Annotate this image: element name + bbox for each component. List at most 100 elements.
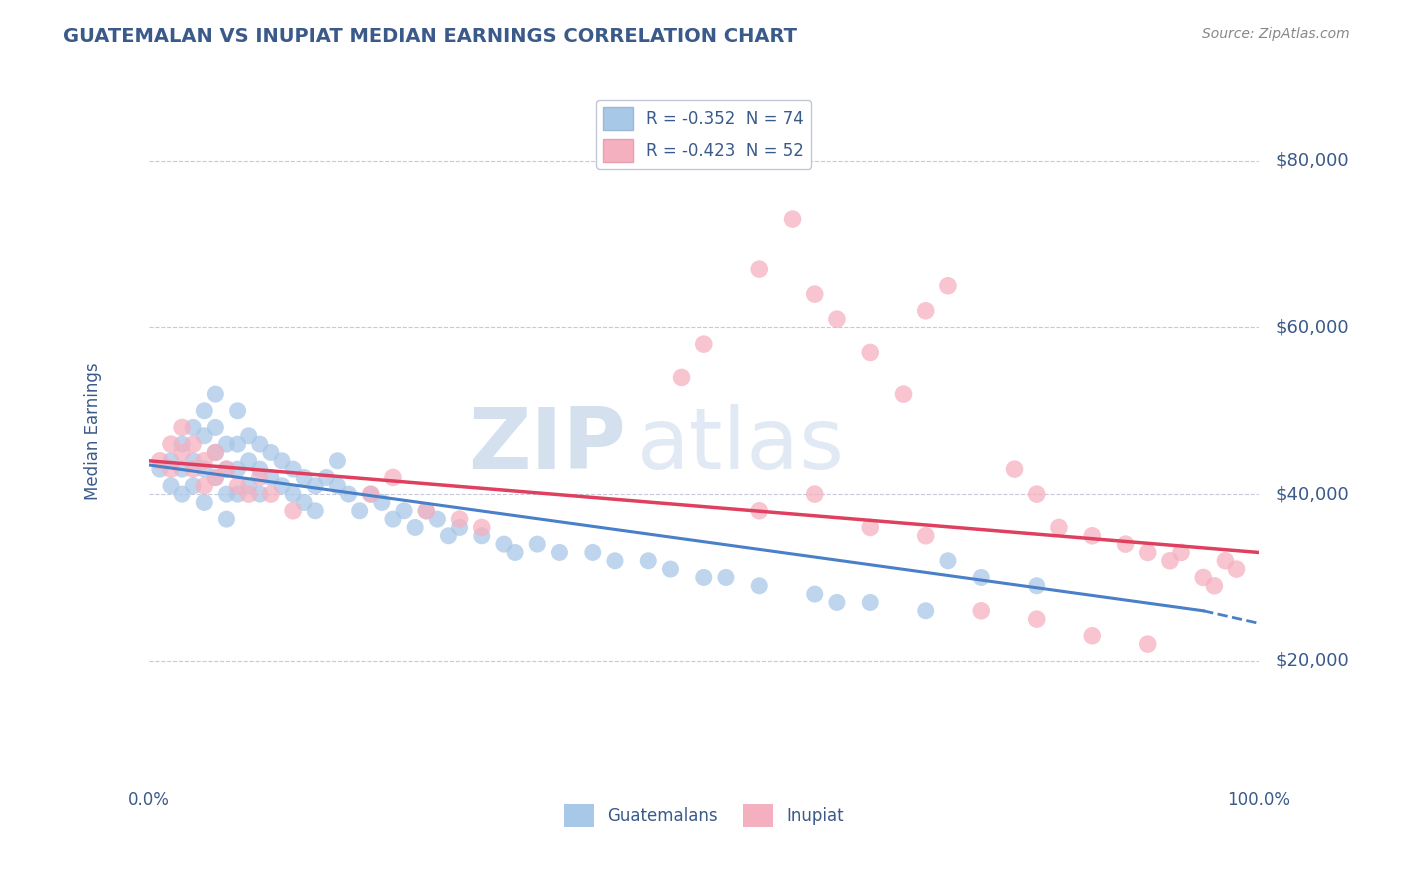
Point <box>659 562 682 576</box>
Point <box>281 487 304 501</box>
Text: $20,000: $20,000 <box>1275 652 1350 670</box>
Text: ZIP: ZIP <box>468 404 626 487</box>
Point <box>970 570 993 584</box>
Text: $40,000: $40,000 <box>1275 485 1350 503</box>
Point <box>748 579 770 593</box>
Point <box>160 437 183 451</box>
Point <box>204 445 226 459</box>
Point <box>893 387 915 401</box>
Point <box>172 420 194 434</box>
Point <box>193 454 215 468</box>
Point <box>582 545 605 559</box>
Point <box>181 437 204 451</box>
Point <box>215 462 238 476</box>
Point <box>238 487 260 501</box>
Point <box>160 462 183 476</box>
Point <box>936 554 959 568</box>
Point <box>304 479 326 493</box>
Point <box>281 462 304 476</box>
Point <box>238 429 260 443</box>
Point <box>204 387 226 401</box>
Point <box>914 303 936 318</box>
Point <box>271 454 294 468</box>
Point <box>249 462 271 476</box>
Point <box>936 278 959 293</box>
Point <box>315 470 337 484</box>
Point <box>1025 612 1047 626</box>
Point <box>859 345 882 359</box>
Point <box>1025 579 1047 593</box>
Point <box>1192 570 1215 584</box>
Point <box>1170 545 1192 559</box>
Point <box>215 437 238 451</box>
Point <box>181 420 204 434</box>
Point <box>371 495 394 509</box>
Point <box>204 470 226 484</box>
Point <box>181 479 204 493</box>
Point <box>803 287 825 301</box>
Point <box>249 437 271 451</box>
Point <box>1225 562 1247 576</box>
Point <box>825 312 848 326</box>
Point <box>1136 545 1159 559</box>
Point <box>548 545 571 559</box>
Point <box>193 462 215 476</box>
Legend: Guatemalans, Inupiat: Guatemalans, Inupiat <box>557 797 851 834</box>
Point <box>1204 579 1226 593</box>
Point <box>193 429 215 443</box>
Point <box>238 479 260 493</box>
Point <box>825 595 848 609</box>
Point <box>914 604 936 618</box>
Point <box>381 470 404 484</box>
Point <box>782 212 804 227</box>
Text: Source: ZipAtlas.com: Source: ZipAtlas.com <box>1202 27 1350 41</box>
Point <box>249 487 271 501</box>
Point <box>292 495 315 509</box>
Point <box>215 487 238 501</box>
Point <box>193 404 215 418</box>
Point <box>503 545 526 559</box>
Point <box>181 454 204 468</box>
Point <box>204 420 226 434</box>
Point <box>226 479 249 493</box>
Point <box>260 445 283 459</box>
Point <box>172 487 194 501</box>
Point <box>326 454 349 468</box>
Point <box>1004 462 1026 476</box>
Point <box>1025 487 1047 501</box>
Point <box>215 512 238 526</box>
Point <box>281 504 304 518</box>
Point <box>172 437 194 451</box>
Point <box>603 554 626 568</box>
Point <box>326 479 349 493</box>
Point <box>360 487 382 501</box>
Point <box>304 504 326 518</box>
Point <box>671 370 693 384</box>
Text: atlas: atlas <box>637 404 845 487</box>
Point <box>449 512 471 526</box>
Point <box>471 520 494 534</box>
Point <box>160 454 183 468</box>
Point <box>172 462 194 476</box>
Point <box>914 529 936 543</box>
Point <box>748 504 770 518</box>
Point <box>260 487 283 501</box>
Point <box>260 470 283 484</box>
Point <box>693 570 716 584</box>
Point <box>859 595 882 609</box>
Point <box>238 454 260 468</box>
Point <box>249 470 271 484</box>
Point <box>415 504 437 518</box>
Point <box>193 479 215 493</box>
Text: GUATEMALAN VS INUPIAT MEDIAN EARNINGS CORRELATION CHART: GUATEMALAN VS INUPIAT MEDIAN EARNINGS CO… <box>63 27 797 45</box>
Point <box>149 454 172 468</box>
Point <box>693 337 716 351</box>
Point <box>172 445 194 459</box>
Point <box>193 495 215 509</box>
Point <box>292 470 315 484</box>
Point <box>204 470 226 484</box>
Point <box>859 520 882 534</box>
Point <box>426 512 449 526</box>
Point <box>637 554 659 568</box>
Point <box>181 462 204 476</box>
